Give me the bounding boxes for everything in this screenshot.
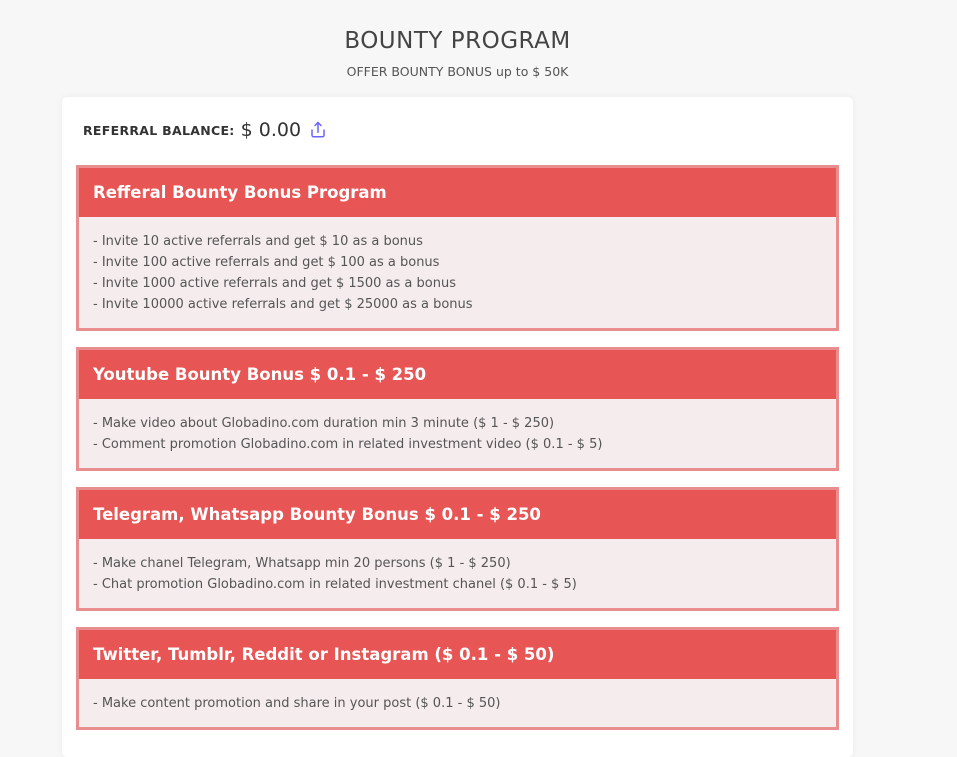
list-item: - Make content promotion and share in yo… <box>93 696 501 711</box>
section-referral: Refferal Bounty Bonus Program - Invite 1… <box>76 165 839 331</box>
list-item: - Invite 1000 active referrals and get $… <box>93 276 456 291</box>
section-youtube: Youtube Bounty Bonus $ 0.1 - $ 250 - Mak… <box>76 347 839 471</box>
list-item: - Make chanel Telegram, Whatsapp min 20 … <box>93 556 511 571</box>
section-social: Twitter, Tumblr, Reddit or Instagram ($ … <box>76 627 839 730</box>
list-item: - Invite 100 active referrals and get $ … <box>93 255 440 270</box>
list-item: - Comment promotion Globadino.com in rel… <box>93 437 603 452</box>
list-item: - Invite 10000 active referrals and get … <box>93 297 473 312</box>
page-title: BOUNTY PROGRAM <box>344 28 571 54</box>
section-telegram: Telegram, Whatsapp Bounty Bonus $ 0.1 - … <box>76 487 839 611</box>
share-upload-icon[interactable] <box>309 121 327 139</box>
section-title: Youtube Bounty Bonus $ 0.1 - $ 250 <box>79 350 836 399</box>
balance-label: REFERRAL BALANCE: <box>83 122 235 138</box>
section-title: Twitter, Tumblr, Reddit or Instagram ($ … <box>79 630 836 679</box>
page-subtitle: OFFER BOUNTY BONUS up to $ 50K <box>346 64 569 79</box>
section-title: Telegram, Whatsapp Bounty Bonus $ 0.1 - … <box>79 490 836 539</box>
balance-value: $ 0.00 <box>240 119 302 141</box>
list-item: - Make video about Globadino.com duratio… <box>93 416 555 431</box>
list-item: - Chat promotion Globadino.com in relate… <box>93 577 577 592</box>
bounty-card: REFERRAL BALANCE: $ 0.00 Refferal Bounty… <box>62 97 853 757</box>
section-title: Refferal Bounty Bonus Program <box>79 168 836 217</box>
referral-balance: REFERRAL BALANCE: $ 0.00 <box>83 119 327 141</box>
list-item: - Invite 10 active referrals and get $ 1… <box>93 234 423 249</box>
